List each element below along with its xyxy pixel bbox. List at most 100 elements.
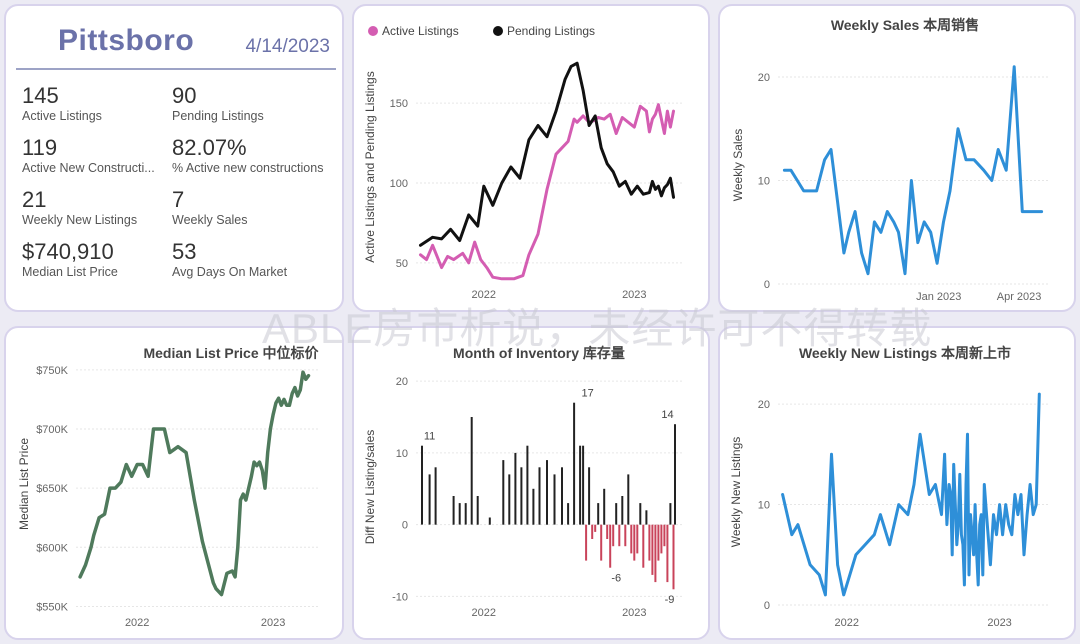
median-price-chart: Median List Price 中位标价 $550K $600K $650K $70…	[17, 345, 320, 629]
bar	[421, 445, 423, 525]
y-axis-label: Weekly New Listings	[729, 437, 743, 547]
bar	[654, 524, 657, 583]
kpi-pct-new-construction: 82.07% % Active new constructions	[172, 136, 338, 176]
y-axis-label: Weekly Sales	[731, 129, 745, 201]
bar	[546, 460, 548, 525]
bar	[470, 417, 473, 525]
kpi-value: 53	[172, 239, 197, 264]
x-tick-label: 2022	[472, 607, 496, 619]
title-divider	[16, 68, 336, 70]
kpi-label: Active Listings	[22, 109, 102, 123]
y-tick-label: 10	[758, 500, 770, 512]
y-tick-label: 20	[758, 72, 770, 84]
bar	[567, 503, 570, 525]
new-listings-chart: Weekly New Listings 本周新上市 0 10 20 2022 2023 We…	[729, 345, 1050, 629]
bar	[603, 488, 606, 525]
y-tick-label: 0	[764, 279, 770, 291]
series-line-pending-listings	[419, 61, 675, 247]
bar	[579, 445, 582, 525]
weekly-sales-chart: Weekly Sales 本周销售 0 10 20 Jan 2023 Apr 2023 We…	[731, 17, 1048, 303]
y-tick-label: -10	[392, 591, 408, 603]
data-label: 14	[661, 409, 673, 421]
x-tick-label: 2022	[835, 617, 859, 629]
kpi-value: 21	[22, 187, 47, 212]
y-tick-label: $650K	[36, 483, 68, 495]
kpi-value: $740,910	[22, 239, 114, 264]
bar	[452, 496, 455, 525]
bar	[502, 460, 505, 525]
bar	[606, 524, 609, 539]
kpi-label: Weekly Sales	[172, 213, 248, 227]
bar	[553, 474, 556, 525]
chart-title: Weekly New Listings 本周新上市	[799, 345, 1011, 361]
bar	[458, 503, 461, 525]
bar	[633, 524, 636, 561]
bar	[639, 503, 642, 525]
bar	[600, 524, 603, 561]
bar	[672, 524, 675, 590]
series-line-weekly-sales	[782, 65, 1044, 276]
legend-label: Pending Listings	[507, 24, 595, 38]
report-date: 4/14/2023	[245, 36, 330, 57]
bar	[585, 524, 588, 561]
x-tick-label: 2023	[622, 607, 646, 619]
inventory-chart-card: Month of Inventory 库存量 -10 0 10 20 2022 2023 Di…	[352, 326, 710, 640]
bar	[434, 467, 437, 525]
bar	[561, 467, 563, 525]
y-tick-label: $750K	[36, 365, 68, 377]
bar	[464, 503, 467, 525]
x-tick-label: 2022	[472, 289, 496, 301]
kpi-active-listings: 145 Active Listings	[22, 84, 172, 124]
bar	[636, 524, 639, 554]
data-label: -9	[665, 594, 675, 606]
bar	[514, 452, 517, 525]
kpi-label: Active New Constructi...	[22, 161, 155, 175]
legend-marker	[368, 26, 378, 36]
kpi-value: 7	[172, 187, 185, 212]
bar	[597, 503, 600, 525]
series-line-median-list-price	[78, 370, 311, 597]
bar	[627, 474, 630, 525]
bar	[630, 524, 633, 554]
kpi-label: Pending Listings	[172, 109, 264, 123]
weekly-sales-chart-card: Weekly Sales 本周销售 0 10 20 Jan 2023 Apr 2023 We…	[718, 4, 1076, 312]
x-tick-label: Apr 2023	[997, 291, 1042, 303]
bar	[588, 467, 591, 525]
median-price-chart-card: Median List Price 中位标价 $550K $600K $650K $70…	[4, 326, 344, 640]
y-tick-label: 150	[390, 98, 408, 110]
kpi-value: 145	[22, 83, 59, 108]
legend-label: Active Listings	[382, 24, 459, 38]
bar	[428, 474, 431, 525]
bar	[520, 467, 523, 525]
y-tick-label: 0	[402, 520, 408, 532]
chart-title: Month of Inventory 库存量	[453, 345, 625, 361]
y-tick-label: 10	[758, 176, 770, 188]
bar	[532, 488, 535, 525]
kpi-avg-days-on-market: 53 Avg Days On Market	[172, 240, 322, 280]
bar	[508, 474, 511, 525]
y-tick-label: 10	[396, 448, 408, 460]
x-tick-label: 2023	[987, 617, 1011, 629]
bar	[582, 445, 585, 525]
bar	[669, 503, 672, 525]
series-line-active-listings	[419, 103, 675, 281]
bar	[642, 524, 645, 568]
bar	[594, 524, 597, 532]
bar	[609, 524, 612, 568]
chart-title: Median List Price 中位标价	[143, 345, 319, 361]
y-tick-label: 20	[396, 376, 408, 388]
listings-chart-card: 50 100 150 2022 2023 Active Listings and Pend…	[352, 4, 710, 312]
bar	[476, 496, 479, 525]
kpi-label: % Active new constructions	[172, 161, 324, 175]
kpi-pending-listings: 90 Pending Listings	[172, 84, 322, 124]
kpi-card: Pittsboro 4/14/2023 145 Active Listings …	[4, 4, 344, 312]
bar	[674, 424, 676, 525]
kpi-value: 90	[172, 83, 197, 108]
inventory-chart: Month of Inventory 库存量 -10 0 10 20 2022 2023 Di…	[363, 345, 684, 619]
bar	[538, 467, 541, 525]
series-line-weekly-new-listings	[781, 392, 1041, 597]
bar	[615, 503, 618, 525]
bar	[663, 524, 666, 547]
kpi-label: Weekly New Listings	[22, 213, 138, 227]
bar	[660, 524, 663, 554]
